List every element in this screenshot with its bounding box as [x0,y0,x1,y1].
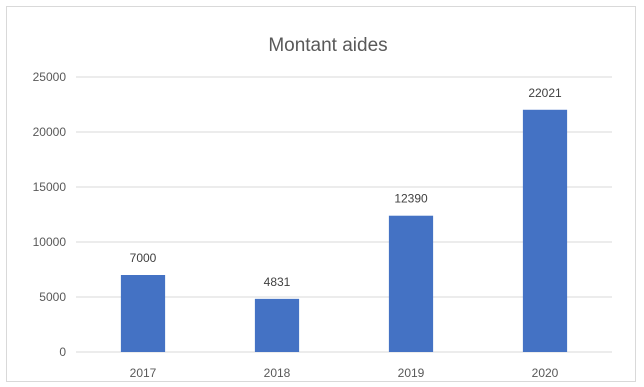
y-tick-label: 0 [59,345,66,359]
x-tick-label-2018: 2018 [264,366,291,380]
bars [120,109,568,352]
x-axis-tick-labels: 2017 2018 2019 2020 [130,366,559,380]
x-tick-label-2017: 2017 [130,366,157,380]
bar-2019 [388,215,434,352]
data-label-2020: 22021 [528,86,562,100]
y-tick-label: 20000 [33,125,67,139]
y-axis-tick-labels: 0 5000 10000 15000 20000 25000 [33,70,67,359]
x-tick-label-2020: 2020 [532,366,559,380]
data-label-2017: 7000 [130,251,157,265]
y-tick-label: 25000 [33,70,67,84]
x-tick-label-2019: 2019 [398,366,425,380]
bar-2017 [120,275,166,352]
y-tick-label: 10000 [33,235,67,249]
y-tick-label: 15000 [33,180,67,194]
bar-2020 [522,109,568,352]
gridlines [76,76,612,353]
data-label-2019: 12390 [394,192,428,206]
chart-title: Montant aides [268,35,387,56]
data-label-2018: 4831 [264,275,291,289]
data-labels: 7000 4831 12390 22021 [130,86,562,289]
bar-2018 [254,298,300,352]
y-tick-label: 5000 [39,290,66,304]
